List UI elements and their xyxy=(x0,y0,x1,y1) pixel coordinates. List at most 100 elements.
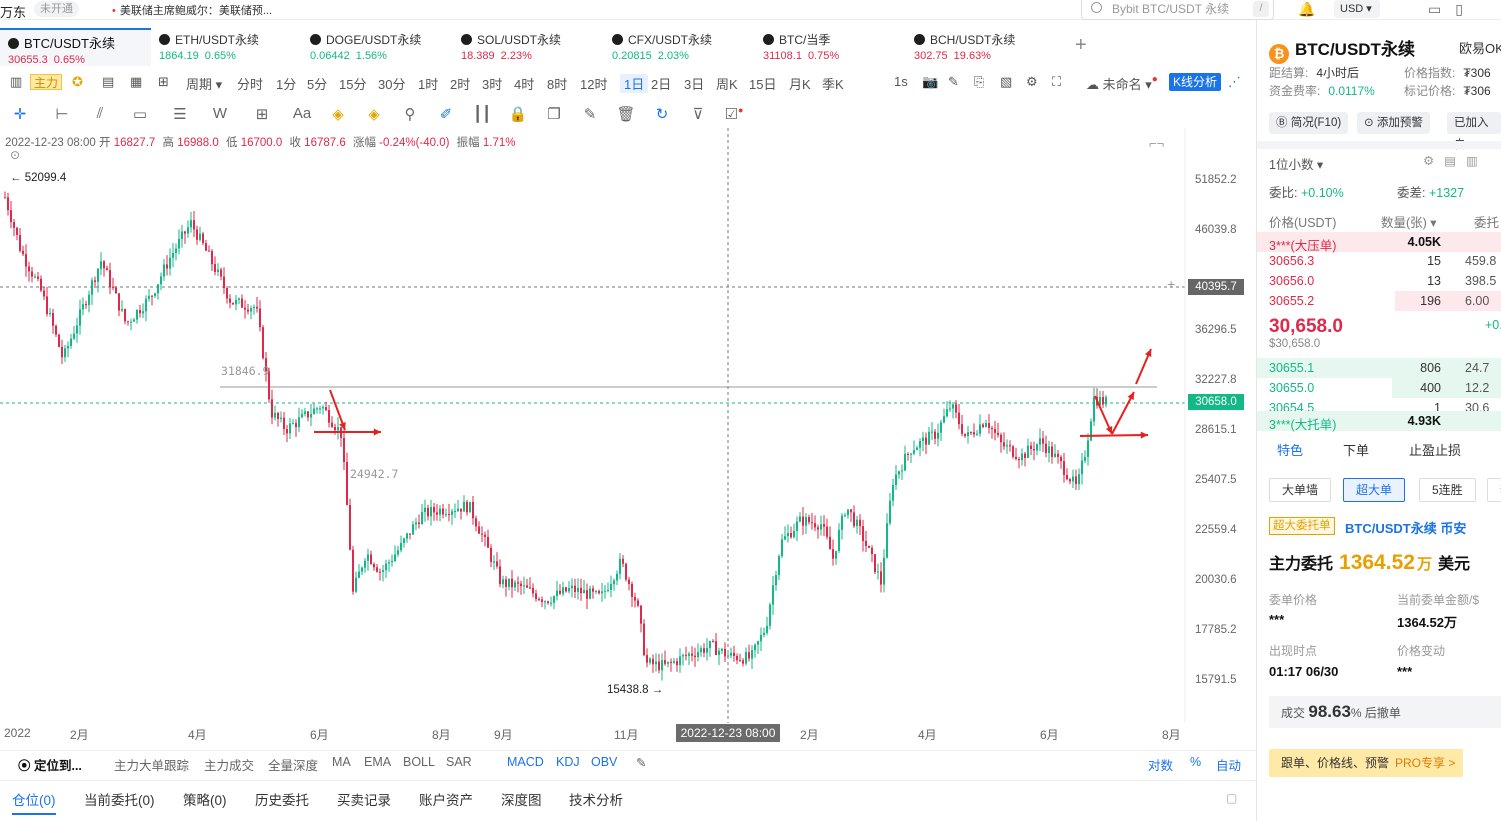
period-option[interactable]: 3时 xyxy=(482,77,503,92)
period-option[interactable]: 8时 xyxy=(547,77,568,92)
period-option[interactable]: 15分 xyxy=(339,77,367,92)
period-option[interactable]: 2日 xyxy=(651,77,672,92)
scale-option[interactable]: 自动 xyxy=(1216,759,1242,773)
ask-row[interactable]: 30656.3 15 459.8 xyxy=(1257,251,1501,271)
search-input[interactable]: Bybit BTC/USDT 永续 / xyxy=(1081,0,1274,20)
filter-chip[interactable]: 5连胜 xyxy=(1419,478,1476,502)
pen-icon[interactable]: ✎ xyxy=(948,74,959,89)
price-chart[interactable]: 2022-12-23 08:00 开 16827.7 高 16988.0 低 1… xyxy=(0,128,1255,744)
period-option[interactable]: 分时 xyxy=(237,77,264,92)
filter-icon[interactable]: ⊽ xyxy=(692,106,704,123)
compare-icon[interactable]: ⊞ xyxy=(158,74,169,89)
big-bid-row[interactable]: 3***(大托单) 4.93K xyxy=(1257,411,1501,432)
settings-icon[interactable]: ⚙ xyxy=(1026,74,1038,89)
bottom-tab[interactable]: 策略(0) xyxy=(183,793,227,808)
indicator-option[interactable]: EMA xyxy=(364,755,392,769)
period-option[interactable]: 3日 xyxy=(684,77,705,92)
indicator-option[interactable]: 全量深度 xyxy=(268,759,319,773)
bottom-tab[interactable]: 仓位(0) xyxy=(12,789,56,815)
col-qty[interactable]: 数量(张) ▾ xyxy=(1381,216,1437,230)
add-tab-icon[interactable]: + xyxy=(1075,34,1087,56)
candle-type-icon[interactable]: ▥ xyxy=(10,74,23,89)
bell-icon[interactable]: 🔔 xyxy=(1298,1,1316,17)
period-option[interactable]: 12时 xyxy=(580,77,608,92)
lock-icon[interactable]: 🔒 xyxy=(508,106,528,123)
add-line-icon[interactable]: + xyxy=(1167,276,1176,292)
zhuli-button[interactable]: 主力 xyxy=(30,74,63,90)
period-option[interactable]: 15日 xyxy=(749,77,777,92)
collapse-icon[interactable]: ⊙ xyxy=(10,148,21,162)
indicator-option[interactable]: BOLL xyxy=(403,755,435,769)
expand-panel-icon[interactable]: ▢ xyxy=(1226,791,1238,805)
calendar-icon[interactable]: ▤ xyxy=(102,74,115,89)
feature-tab[interactable]: 特色 xyxy=(1277,443,1304,458)
scale-option[interactable]: % xyxy=(1190,755,1202,769)
k-analysis-button[interactable]: K线分析 xyxy=(1169,73,1222,91)
period-option[interactable]: 1时 xyxy=(418,77,439,92)
image-icon[interactable]: ▧ xyxy=(1000,74,1013,89)
scale-option[interactable]: 对数 xyxy=(1148,759,1174,773)
sub-indicator-option[interactable]: MACD xyxy=(507,755,544,769)
period-option[interactable]: 月K xyxy=(789,77,811,92)
period-option[interactable]: 4时 xyxy=(514,77,535,92)
currency-select[interactable]: USD ▾ xyxy=(1334,0,1380,18)
filter-chip[interactable]: 套 xyxy=(1487,478,1501,502)
indicator-option[interactable]: SAR xyxy=(446,755,472,769)
measure-icon[interactable]: ⊞ xyxy=(255,106,269,123)
alert-icon[interactable]: ☑● xyxy=(724,105,744,123)
indicator-option[interactable]: 主力大单跟踪 xyxy=(114,759,190,773)
indicator-option[interactable]: 主力成交 xyxy=(204,759,255,773)
period-option[interactable]: 周K xyxy=(716,77,738,92)
bottom-tab[interactable]: 买卖记录 xyxy=(337,793,391,808)
period-option[interactable]: 2时 xyxy=(450,77,471,92)
link-icon[interactable]: ⚲ xyxy=(404,106,416,123)
add-alert-button[interactable]: ⊙ 添加预警 xyxy=(1357,112,1430,134)
crosshair-icon[interactable]: ✛ xyxy=(13,106,27,123)
overview-button[interactable]: Ⓑ 简况(F10) xyxy=(1269,112,1349,134)
trash-icon[interactable]: 🗑 xyxy=(616,106,636,123)
window-icons[interactable]: ▭▯ xyxy=(1428,1,1477,17)
added-watch-button[interactable]: 已加入自 xyxy=(1447,112,1501,151)
ask-row[interactable]: 30656.0 13 398.5 xyxy=(1257,271,1501,291)
period-option[interactable]: 30分 xyxy=(378,77,406,92)
share-icon[interactable]: ⎘ xyxy=(974,74,985,89)
rect-icon[interactable]: ▭ xyxy=(132,106,148,123)
period-option[interactable]: 季K xyxy=(822,77,844,92)
period-option[interactable]: 1日 xyxy=(620,74,649,93)
feature-tab[interactable]: 下单 xyxy=(1343,443,1370,458)
period-option[interactable]: 1分 xyxy=(276,77,297,92)
ticker-tab[interactable]: BTC/USDT永续 30655.3 0.65% xyxy=(0,28,151,66)
filter-chip[interactable]: 大单墙 xyxy=(1269,478,1332,502)
edit-indicator-icon[interactable]: ✎ xyxy=(636,756,647,770)
ask-row[interactable]: 30655.2 196 6.00 xyxy=(1257,291,1501,311)
ticker-tab[interactable]: BTC/当季 31108.1 0.75% xyxy=(755,28,906,66)
sync-icon[interactable]: ↻ xyxy=(655,106,669,123)
sub-indicator-option[interactable]: OBV xyxy=(591,755,618,769)
text-icon[interactable]: Aa xyxy=(292,105,312,122)
ticker-tab[interactable]: BCH/USDT永续 302.75 19.63% xyxy=(906,28,1057,66)
filter-chip[interactable]: 超大单 xyxy=(1343,478,1406,502)
orderbook-view-icons[interactable]: ⚙▤▥ xyxy=(1423,154,1488,168)
bid-row[interactable]: 30655.1 806 24.7 xyxy=(1257,358,1501,378)
cloud-layout[interactable]: ☁ 未命名 ▾● xyxy=(1086,74,1158,92)
decimals-select[interactable]: 1位小数 ▾ xyxy=(1269,158,1324,172)
fullscreen-icon[interactable]: ⛶ xyxy=(1052,74,1062,89)
ticker-tab[interactable]: CFX/USDT永续 0.20815 2.03% xyxy=(604,28,755,66)
tag-icon[interactable]: ◈ xyxy=(332,106,344,123)
bottom-tab[interactable]: 技术分析 xyxy=(569,793,623,808)
ticker-tab[interactable]: DOGE/USDT永续 0.06442 1.56% xyxy=(302,28,453,66)
interval-label[interactable]: 1s xyxy=(894,74,908,89)
period-dropdown[interactable]: 周期 ▾ xyxy=(186,77,223,92)
pro-banner[interactable]: 跟单、价格线、预警 PRO专享 > xyxy=(1269,749,1463,777)
bottom-tab[interactable]: 深度图 xyxy=(501,793,542,808)
ticker-tab[interactable]: ETH/USDT永续 1864.19 0.65% xyxy=(151,28,302,66)
ticker-tab[interactable]: SOL/USDT永续 18.389 2.23% xyxy=(453,28,604,66)
edit-icon[interactable]: ✎ xyxy=(583,106,597,123)
camera-icon[interactable]: 📷 xyxy=(922,74,939,89)
big-ask-row[interactable]: 3***(大压单) 4.05K xyxy=(1257,232,1501,253)
coin-icon[interactable]: ◈ xyxy=(368,106,380,123)
bottom-tab[interactable]: 当前委托(0) xyxy=(84,793,155,808)
exchange-name[interactable]: 欧易OK xyxy=(1459,41,1501,56)
big-order-market[interactable]: BTC/USDT永续 币安 xyxy=(1345,521,1467,536)
bid-row[interactable]: 30655.0 400 12.2 xyxy=(1257,378,1501,398)
